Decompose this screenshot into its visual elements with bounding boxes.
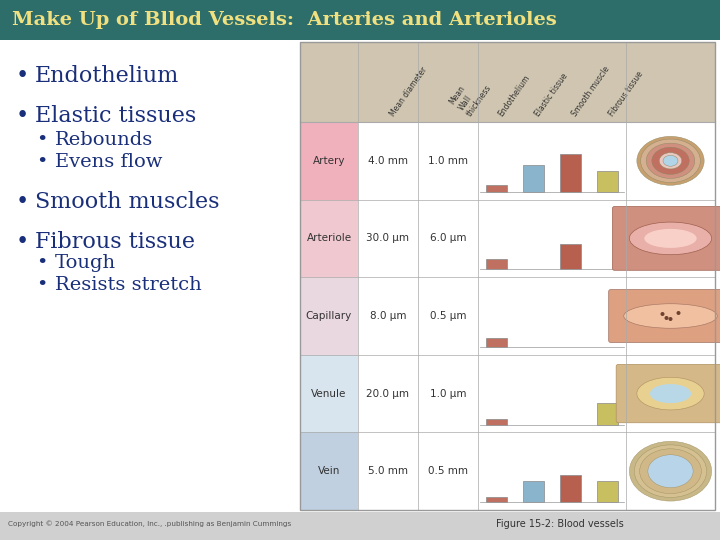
- Text: Mean
Wall
thickness: Mean Wall thickness: [448, 71, 493, 118]
- Text: Make Up of Bllod Vessels:  Arteries and Arterioles: Make Up of Bllod Vessels: Arteries and A…: [12, 11, 557, 29]
- Text: 1.0 mm: 1.0 mm: [428, 156, 468, 166]
- FancyBboxPatch shape: [613, 206, 720, 271]
- Text: 20.0 μm: 20.0 μm: [366, 389, 410, 399]
- Text: 30.0 μm: 30.0 μm: [366, 233, 410, 244]
- Text: Mean diameter: Mean diameter: [388, 65, 428, 118]
- Ellipse shape: [634, 445, 707, 497]
- Bar: [358, 355, 715, 433]
- Ellipse shape: [641, 139, 701, 183]
- Text: Artery: Artery: [312, 156, 346, 166]
- Ellipse shape: [663, 156, 678, 166]
- Ellipse shape: [629, 441, 711, 501]
- Circle shape: [668, 317, 672, 321]
- Text: 6.0 μm: 6.0 μm: [430, 233, 467, 244]
- Bar: [598, 171, 618, 192]
- Text: •: •: [36, 254, 48, 272]
- Bar: [300, 200, 358, 277]
- FancyBboxPatch shape: [608, 289, 720, 342]
- Ellipse shape: [652, 147, 689, 174]
- Text: Smooth muscle: Smooth muscle: [570, 64, 612, 118]
- Bar: [300, 42, 715, 510]
- Ellipse shape: [647, 143, 695, 178]
- Text: 0.5 μm: 0.5 μm: [430, 311, 467, 321]
- Bar: [300, 433, 358, 510]
- Ellipse shape: [637, 377, 704, 410]
- Text: 1.0 μm: 1.0 μm: [430, 389, 467, 399]
- Text: Copyright © 2004 Pearson Education, Inc., .publishing as Benjamin Cummings: Copyright © 2004 Pearson Education, Inc.…: [8, 521, 292, 528]
- FancyBboxPatch shape: [616, 364, 720, 423]
- Text: Fibrous tissue: Fibrous tissue: [35, 231, 195, 253]
- Ellipse shape: [648, 455, 693, 488]
- Ellipse shape: [660, 153, 682, 169]
- Text: 0.5 mm: 0.5 mm: [428, 466, 468, 476]
- Text: Resists stretch: Resists stretch: [55, 276, 202, 294]
- Text: •: •: [36, 276, 48, 294]
- Text: Arteriole: Arteriole: [307, 233, 351, 244]
- Text: Fibrous tissue: Fibrous tissue: [608, 70, 645, 118]
- Bar: [0, 0, 720, 40]
- Bar: [300, 355, 358, 433]
- Text: Figure 15-2: Blood vessels: Figure 15-2: Blood vessels: [496, 519, 624, 529]
- Text: •: •: [15, 105, 29, 127]
- Bar: [300, 122, 358, 200]
- Text: •: •: [15, 65, 29, 87]
- Bar: [560, 475, 580, 502]
- Text: •: •: [15, 191, 29, 213]
- Circle shape: [665, 316, 668, 320]
- Bar: [300, 42, 715, 122]
- Text: Endothelium: Endothelium: [35, 65, 179, 87]
- Bar: [300, 42, 715, 510]
- Bar: [0, 40, 720, 512]
- Text: Endothelium: Endothelium: [497, 73, 531, 118]
- Bar: [598, 403, 618, 424]
- Ellipse shape: [650, 384, 691, 403]
- Bar: [523, 165, 544, 192]
- Bar: [486, 259, 507, 269]
- Circle shape: [677, 311, 680, 315]
- Text: 8.0 μm: 8.0 μm: [370, 311, 406, 321]
- Bar: [358, 122, 715, 200]
- Text: Smooth muscles: Smooth muscles: [35, 191, 220, 213]
- Bar: [300, 277, 358, 355]
- Bar: [560, 154, 580, 192]
- Bar: [358, 433, 715, 510]
- Bar: [358, 200, 715, 277]
- Ellipse shape: [644, 229, 697, 248]
- Ellipse shape: [624, 304, 717, 328]
- Text: Venule: Venule: [311, 389, 347, 399]
- Bar: [486, 497, 507, 502]
- Text: Rebounds: Rebounds: [55, 131, 153, 149]
- Text: Capillary: Capillary: [306, 311, 352, 321]
- Bar: [358, 277, 715, 355]
- Text: •: •: [36, 153, 48, 171]
- Text: •: •: [15, 231, 29, 253]
- Bar: [486, 185, 507, 192]
- Bar: [486, 419, 507, 424]
- Ellipse shape: [639, 449, 701, 494]
- Text: 5.0 mm: 5.0 mm: [368, 466, 408, 476]
- Text: Elastic tissue: Elastic tissue: [534, 71, 570, 118]
- Ellipse shape: [637, 137, 704, 185]
- Bar: [523, 481, 544, 502]
- Bar: [486, 338, 507, 347]
- Ellipse shape: [629, 222, 711, 255]
- Text: Tough: Tough: [55, 254, 116, 272]
- Text: 4.0 mm: 4.0 mm: [368, 156, 408, 166]
- Bar: [598, 481, 618, 502]
- Text: Elastic tissues: Elastic tissues: [35, 105, 197, 127]
- Text: Evens flow: Evens flow: [55, 153, 163, 171]
- Text: •: •: [36, 131, 48, 149]
- Bar: [560, 244, 580, 269]
- Text: Vein: Vein: [318, 466, 340, 476]
- Circle shape: [660, 312, 665, 316]
